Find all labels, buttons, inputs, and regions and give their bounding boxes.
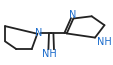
Text: N: N [35,27,42,38]
Text: NH: NH [96,37,111,47]
Text: N: N [68,10,75,20]
Text: NH: NH [42,49,56,59]
